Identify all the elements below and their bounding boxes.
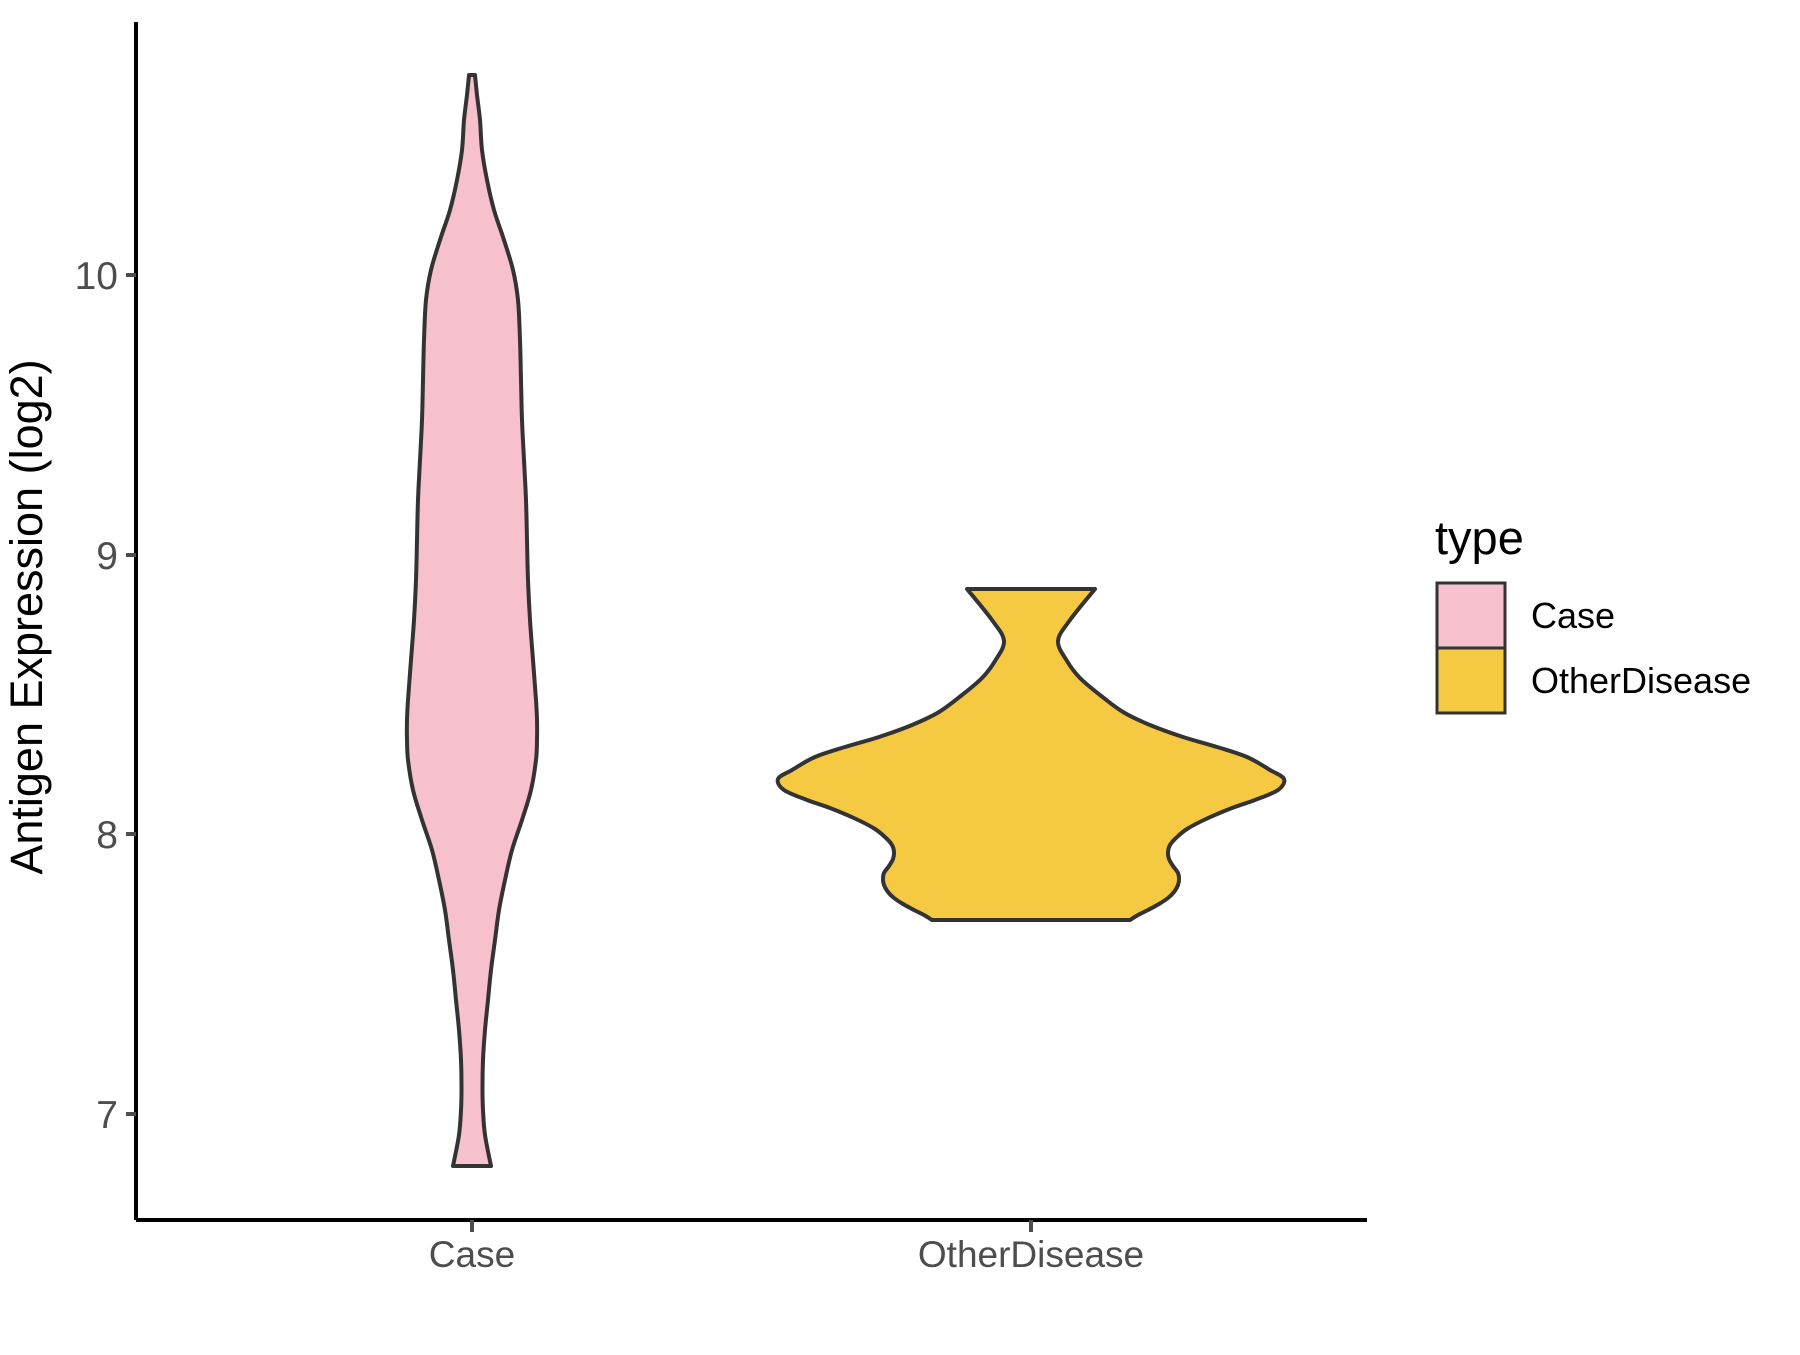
svg-text:9: 9 [96,535,118,578]
svg-text:OtherDisease: OtherDisease [1531,660,1751,701]
svg-text:10: 10 [75,255,118,298]
svg-text:OtherDisease: OtherDisease [918,1234,1144,1275]
svg-text:type: type [1435,511,1524,564]
svg-text:8: 8 [96,814,118,857]
svg-text:Antigen Expression (log2): Antigen Expression (log2) [1,359,52,874]
svg-text:Case: Case [429,1234,515,1275]
svg-text:7: 7 [96,1094,118,1137]
svg-text:Case: Case [1531,595,1615,636]
